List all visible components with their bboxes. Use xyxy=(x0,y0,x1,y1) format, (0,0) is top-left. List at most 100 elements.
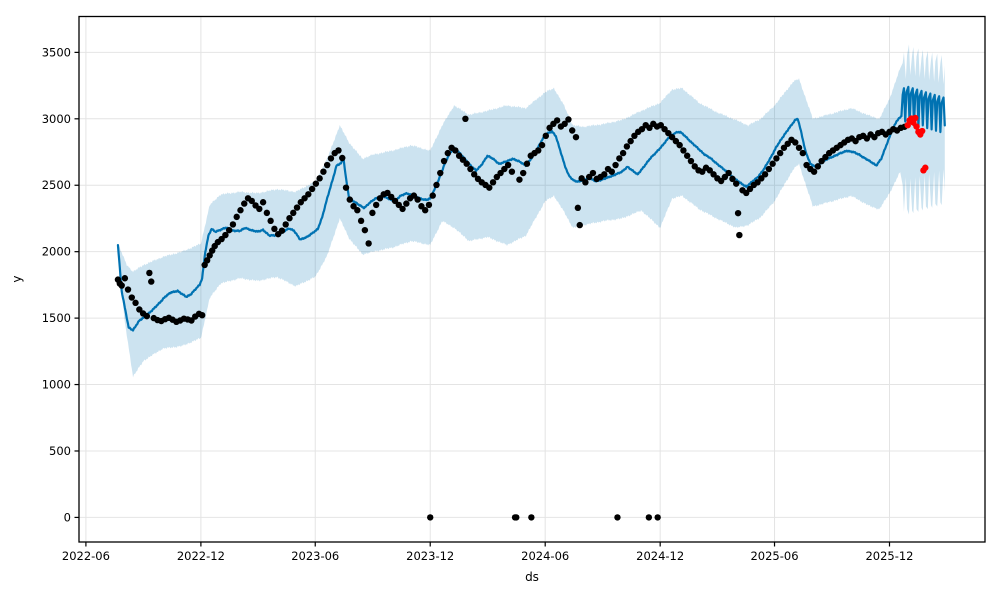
actual-point xyxy=(203,257,211,264)
actual-point xyxy=(346,196,353,203)
actual-point xyxy=(369,209,376,217)
actual-point xyxy=(665,129,672,137)
actual-point xyxy=(761,171,769,178)
actual-point xyxy=(429,192,436,199)
actual-point xyxy=(233,213,240,221)
actual-point xyxy=(627,137,634,145)
actual-point xyxy=(440,157,448,165)
actual-point xyxy=(293,204,301,211)
actual-point xyxy=(799,149,806,157)
actual-point xyxy=(614,514,621,521)
actual-point xyxy=(706,167,714,174)
actual-point xyxy=(576,221,583,229)
actual-point xyxy=(733,180,740,187)
actual-point xyxy=(403,200,410,207)
axes: 0 500 1000 1500 2000 2500 3000 3500 2022-06 2022-… xyxy=(42,15,986,563)
actual-point xyxy=(535,147,542,154)
y-tick-label: 1000 xyxy=(42,378,71,392)
actual-point xyxy=(455,152,463,159)
actual-point xyxy=(765,165,773,173)
actual-point xyxy=(286,215,293,222)
actual-point xyxy=(589,169,597,177)
anomaly-points xyxy=(904,114,929,174)
actual-point xyxy=(619,149,627,157)
actual-point xyxy=(729,175,736,183)
actual-point xyxy=(467,165,474,173)
actual-point xyxy=(471,171,478,178)
actual-point xyxy=(773,155,780,162)
actual-point xyxy=(391,197,399,205)
actual-point xyxy=(357,217,365,225)
actual-point xyxy=(743,189,750,197)
x-tick-label: 2025-12 xyxy=(865,549,913,563)
actual-point xyxy=(792,139,799,146)
actual-point xyxy=(734,209,742,217)
actual-point xyxy=(661,125,668,133)
actual-point xyxy=(489,179,497,186)
actual-point xyxy=(616,155,623,162)
actual-point xyxy=(241,200,248,207)
actual-point xyxy=(350,203,357,210)
actual-point xyxy=(769,160,776,167)
actual-point xyxy=(687,157,695,165)
anomaly-point xyxy=(904,121,911,129)
actual-point xyxy=(323,161,331,169)
actual-point xyxy=(427,514,434,521)
actual-point xyxy=(308,185,316,193)
actual-point xyxy=(758,175,765,182)
actual-point xyxy=(645,514,653,521)
actual-point xyxy=(320,168,327,175)
actual-point xyxy=(721,173,729,181)
uncertainty-band-area xyxy=(117,44,945,378)
actual-point xyxy=(699,168,706,175)
actual-point xyxy=(418,203,425,210)
actual-point xyxy=(561,120,568,128)
actual-point xyxy=(710,171,717,178)
actual-point xyxy=(691,163,698,170)
actual-point xyxy=(654,514,661,521)
x-axis-label: ds xyxy=(525,570,539,584)
actual-point xyxy=(501,165,508,173)
x-tick-label: 2022-06 xyxy=(62,549,110,563)
actual-point xyxy=(267,217,274,225)
anomaly-point xyxy=(913,123,920,130)
actual-point xyxy=(725,169,732,177)
actual-point xyxy=(335,147,342,154)
actual-point xyxy=(118,282,125,289)
actual-point xyxy=(676,141,683,149)
actual-point xyxy=(601,171,608,178)
actual-point xyxy=(128,294,135,301)
actual-point xyxy=(278,227,286,234)
actual-point xyxy=(784,140,791,147)
y-tick-label: 3500 xyxy=(42,45,71,59)
actual-point xyxy=(646,124,653,132)
actual-points xyxy=(114,115,908,521)
forecast-line xyxy=(116,85,946,332)
actual-point xyxy=(574,204,582,212)
actual-point xyxy=(365,240,372,247)
x-tick-label: 2025-06 xyxy=(750,549,798,563)
actual-point xyxy=(148,278,155,285)
actual-point xyxy=(388,193,395,201)
actual-point xyxy=(668,133,676,141)
actual-point xyxy=(871,133,878,141)
actual-point xyxy=(410,192,418,199)
actual-point xyxy=(863,135,871,142)
actual-point xyxy=(301,195,308,202)
actual-point xyxy=(795,144,803,151)
actual-point xyxy=(546,124,553,132)
actual-point xyxy=(497,169,504,177)
actual-point xyxy=(608,168,615,175)
x-tick-label: 2022-12 xyxy=(177,549,225,563)
actual-point xyxy=(354,207,361,214)
actual-point xyxy=(229,221,237,228)
actual-point xyxy=(538,141,546,149)
actual-point xyxy=(124,286,132,293)
actual-point xyxy=(259,199,267,206)
actual-point xyxy=(623,143,631,150)
actual-point xyxy=(399,205,406,213)
actual-point xyxy=(680,147,687,154)
actual-point xyxy=(638,125,646,133)
uncertainty-band xyxy=(117,44,945,378)
